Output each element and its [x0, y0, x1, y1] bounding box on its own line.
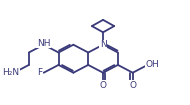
Text: O: O: [129, 81, 136, 90]
Text: O: O: [100, 81, 107, 90]
Text: N: N: [100, 40, 106, 49]
Text: NH: NH: [37, 39, 50, 48]
Text: H₂N: H₂N: [2, 68, 19, 77]
Text: F: F: [37, 68, 42, 77]
Text: OH: OH: [145, 60, 159, 69]
